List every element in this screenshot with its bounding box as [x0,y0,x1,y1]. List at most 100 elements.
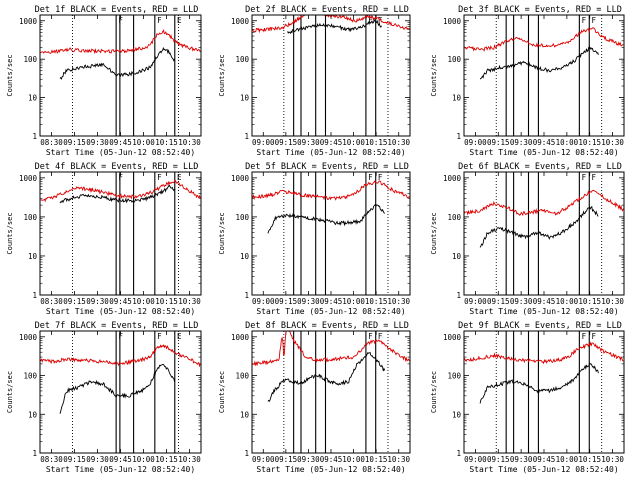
x-tick-label: 09:45 [533,455,556,464]
x-tick-label: 09:45 [320,455,343,464]
y-tick-label: 1000 [231,333,250,342]
plot-frame [463,171,625,296]
y-tick-label: 10 [452,410,462,419]
lld-series-line [464,341,624,365]
y-tick-label: 1000 [19,174,38,183]
y-axis-label: Counts/sec [218,371,226,413]
y-tick-label: 10 [28,94,38,103]
x-axis-label: Start Time (05-Jun-12 08:52:40) [469,307,618,316]
x-tick-label: 09:30 [510,138,533,147]
x-tick-label: 09:30 [86,138,109,147]
events-series-line [479,362,599,404]
x-tick-label: 09:15 [275,455,298,464]
lld-series-line [252,180,410,201]
x-tick-label: 10:00 [556,297,579,306]
x-tick-label: 10:00 [132,455,155,464]
panel-title: Det 4f BLACK = Events, RED = LLD [35,162,199,172]
plot-frame [39,171,202,296]
x-tick-label: 10:15 [578,297,601,306]
y-tick-label: 1000 [443,17,462,26]
chart-panel: Det 8f BLACK = Events, RED = LLD Counts/s… [218,321,411,474]
x-tick-label: 08:30 [40,138,63,147]
y-axis-label: Counts/sec [6,212,14,254]
x-tick-label: 09:00 [464,297,487,306]
panel-title: Det 3f BLACK = Events, RED = LLD [458,5,622,15]
chart-panel: Det 9f BLACK = Events, RED = LLD Counts/s… [430,321,625,474]
plot-frame [251,14,411,137]
x-tick-label: 09:45 [320,138,343,147]
y-tick-label: 1 [244,449,249,458]
x-tick-label: 09:00 [464,455,487,464]
y-tick-label: 10 [452,252,462,261]
x-tick-label: 10:30 [178,297,201,306]
x-tick-label: 09:45 [109,297,132,306]
x-tick-label: 10:30 [601,138,624,147]
flag-label: F [368,332,373,341]
y-tick-label: 100 [23,372,37,381]
y-axis-label: Counts/sec [218,54,226,96]
panel-title: Det 1f BLACK = Events, RED = LLD [35,5,199,15]
chart-panel: Det 2f BLACK = Events, RED = LLD Counts/s… [218,5,411,157]
chart-panel: Det 3f BLACK = Events, RED = LLD Counts/s… [430,5,625,157]
x-tick-label: 09:15 [63,138,86,147]
y-tick-label: 100 [235,213,249,222]
lld-series-line [40,179,201,203]
lld-series-line [464,27,624,52]
y-tick-label: 100 [447,372,461,381]
y-tick-label: 10 [240,94,250,103]
chart-panel: Det 7f BLACK = Events, RED = LLD Counts/s… [6,321,202,474]
y-axis-label: Counts/sec [430,54,438,96]
y-tick-label: 1 [32,132,37,141]
y-tick-label: 10 [28,252,38,261]
y-tick-label: 1000 [231,174,250,183]
x-tick-label: 10:15 [578,455,601,464]
y-tick-label: 1 [456,132,461,141]
x-tick-label: 09:15 [275,138,298,147]
y-tick-label: 1 [456,449,461,458]
x-tick-label: 09:45 [109,455,132,464]
x-tick-label: 09:15 [275,297,298,306]
panel-title: Det 9f BLACK = Events, RED = LLD [458,321,622,331]
events-series-line [59,363,175,414]
chart-panel: Det 6f BLACK = Events, RED = LLD Counts/s… [430,162,625,316]
x-tick-label: 09:30 [297,138,320,147]
x-tick-label: 10:15 [365,297,388,306]
lld-series-line [464,189,624,217]
x-tick-label: 09:00 [464,138,487,147]
flag-label: F [118,332,123,341]
y-tick-label: 1000 [231,17,250,26]
x-axis-label: Start Time (05-Jun-12 08:52:40) [256,148,405,157]
x-tick-label: 10:00 [132,297,155,306]
x-axis-label: Start Time (05-Jun-12 08:52:40) [256,465,405,474]
x-axis-label: Start Time (05-Jun-12 08:52:40) [46,307,195,316]
y-tick-label: 100 [235,55,249,64]
flag-label: E [177,16,182,25]
y-axis-label: Counts/sec [6,54,14,96]
x-tick-label: 09:15 [63,455,86,464]
y-axis-label: Counts/sec [430,371,438,413]
x-axis-label: Start Time (05-Jun-12 08:52:40) [256,307,405,316]
flag-label: F [118,16,123,25]
flag-label: F [157,332,162,341]
y-tick-label: 1000 [19,333,38,342]
chart-panel: Det 5f BLACK = Events, RED = LLD Counts/s… [218,162,411,316]
y-tick-label: 1000 [443,333,462,342]
x-tick-label: 09:15 [63,297,86,306]
y-tick-label: 1 [244,132,249,141]
x-tick-label: 10:30 [601,297,624,306]
y-tick-label: 1 [32,291,37,300]
panel-title: Det 7f BLACK = Events, RED = LLD [35,321,199,331]
flag-label: F [368,173,373,182]
flag-label: F [592,332,597,341]
y-tick-label: 10 [240,410,250,419]
flag-label: F [592,173,597,182]
x-tick-label: 10:00 [556,138,579,147]
x-axis-label: Start Time (05-Jun-12 08:52:40) [469,148,618,157]
events-series-line [267,203,386,234]
events-series-line [287,18,382,35]
x-tick-label: 10:15 [155,138,178,147]
y-tick-label: 100 [447,213,461,222]
x-tick-label: 10:00 [342,455,365,464]
y-tick-label: 10 [452,94,462,103]
